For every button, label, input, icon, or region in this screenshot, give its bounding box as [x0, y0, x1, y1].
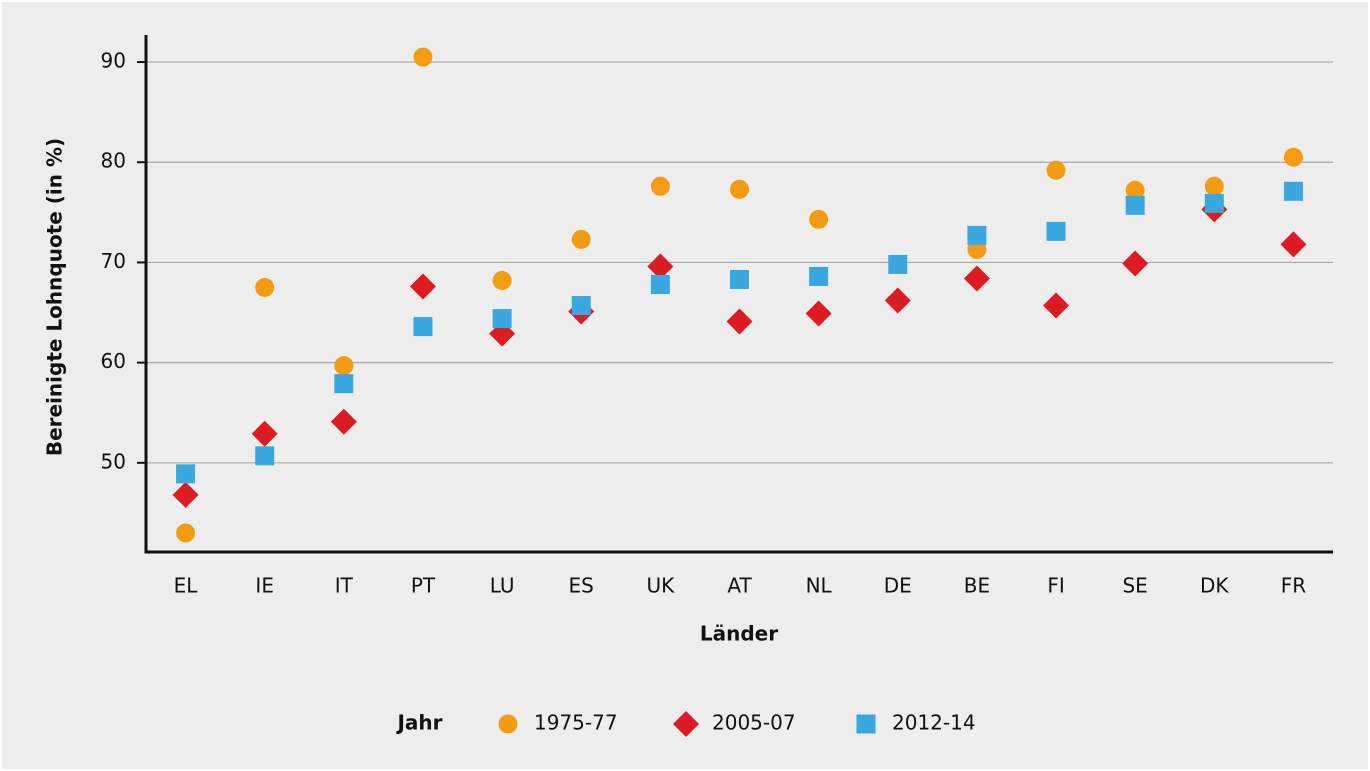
x-tick-label: IE [255, 574, 274, 598]
x-tick-label: LU [490, 574, 515, 598]
point [492, 270, 512, 290]
point [1122, 250, 1149, 277]
point [413, 317, 433, 337]
x-tick-label: DE [884, 574, 912, 598]
legend-marker [498, 714, 518, 734]
point [1283, 147, 1303, 167]
point [1125, 195, 1145, 215]
legend-title: Jahr [395, 711, 442, 735]
x-axis-label: Länder [700, 622, 778, 646]
point [884, 287, 911, 314]
point [1204, 193, 1224, 213]
point [334, 356, 354, 376]
point [255, 446, 275, 466]
legend-label: 2012-14 [892, 711, 976, 735]
point [650, 176, 670, 196]
point [1283, 181, 1303, 201]
point [650, 274, 670, 294]
point [330, 408, 357, 435]
x-tick-label: SE [1122, 574, 1147, 598]
point [805, 300, 832, 327]
y-tick-label: 80 [101, 149, 126, 173]
x-tick-label: ES [569, 574, 594, 598]
point [571, 296, 591, 316]
y-tick-label: 90 [101, 49, 126, 73]
point [1046, 160, 1066, 180]
point [726, 308, 753, 335]
point [1043, 292, 1070, 319]
point [176, 464, 196, 484]
point [176, 523, 196, 543]
x-tick-label: UK [646, 574, 675, 598]
point [888, 254, 908, 274]
point [255, 277, 275, 297]
x-tick-label: PT [411, 574, 436, 598]
x-tick-label: FI [1047, 574, 1064, 598]
point [730, 269, 749, 289]
y-tick-label: 50 [101, 449, 126, 473]
legend-label: 2005-07 [712, 711, 796, 735]
x-tick-label: FR [1281, 574, 1307, 598]
point [809, 209, 829, 229]
y-tick-label: 60 [101, 349, 126, 373]
point [809, 266, 829, 286]
x-tick-label: EL [174, 574, 199, 598]
point [730, 179, 749, 199]
point [334, 374, 354, 394]
legend-label: 1975-77 [534, 711, 618, 735]
y-tick-label: 70 [101, 249, 126, 273]
x-tick-label: DK [1200, 574, 1229, 598]
x-tick-label: IT [335, 574, 354, 598]
legend-marker [673, 711, 699, 737]
x-tick-label: AT [727, 574, 752, 598]
point [1204, 176, 1224, 196]
point [251, 420, 278, 447]
point [172, 481, 199, 508]
point [413, 47, 433, 67]
point [571, 229, 591, 249]
point [1046, 221, 1066, 241]
point [1125, 180, 1145, 200]
x-tick-label: BE [964, 574, 990, 598]
point [963, 265, 990, 292]
x-tick-label: NL [806, 574, 833, 598]
point [967, 225, 987, 245]
point [409, 273, 436, 300]
point [492, 309, 512, 329]
point [647, 253, 674, 280]
point [1280, 231, 1307, 258]
legend-marker [856, 714, 876, 734]
y-axis-label: Bereinigte Lohnquote (in %) [43, 138, 67, 456]
